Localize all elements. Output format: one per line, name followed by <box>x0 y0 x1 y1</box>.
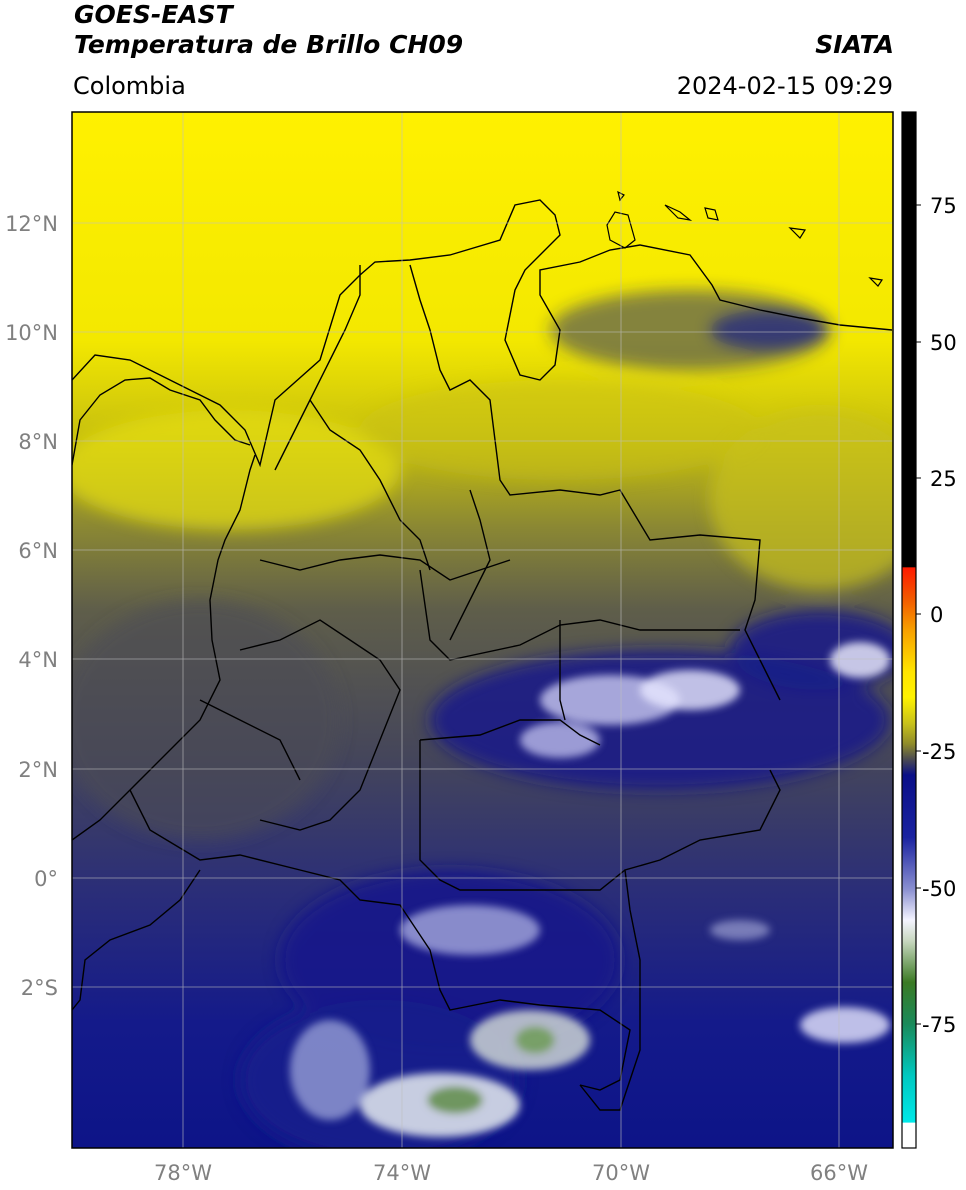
lat-label: 2°N <box>18 758 58 782</box>
brightness-temperature-field <box>72 112 893 1148</box>
lat-label: 10°N <box>5 321 58 345</box>
colorbar-tick: -75 <box>922 1013 956 1037</box>
satellite-title: GOES-EAST <box>74 0 233 29</box>
colorbar-tick: 50 <box>930 331 957 355</box>
colorbar-tick: 25 <box>930 467 957 491</box>
lat-label: 4°N <box>18 648 58 672</box>
colorbar-tick: 75 <box>930 194 957 218</box>
product-title: Temperatura de Brillo CH09 <box>74 30 464 59</box>
lat-label: 8°N <box>18 430 58 454</box>
datetime-label: 2024-02-15 09:29 <box>676 72 893 100</box>
colorbar-tick: -25 <box>922 740 956 764</box>
agency-title: SIATA <box>815 30 894 59</box>
lon-label: 78°W <box>154 1161 212 1185</box>
latitude-labels: 12°N 10°N 8°N 6°N 4°N 2°N 0° 2°S <box>5 212 58 1000</box>
region-label: Colombia <box>73 72 186 100</box>
lat-label: 0° <box>34 867 58 891</box>
lat-label: 2°S <box>21 976 58 1000</box>
lon-label: 70°W <box>592 1161 650 1185</box>
map-frame <box>71 111 894 1149</box>
lon-label: 66°W <box>810 1161 868 1185</box>
longitude-labels: 78°W 74°W 70°W 66°W <box>154 1161 868 1185</box>
lat-label: 6°N <box>18 539 58 563</box>
colorbar: 75 50 25 0 -25 -50 -75 <box>901 111 957 1149</box>
graticule <box>72 112 893 1148</box>
colorbar-gradient <box>902 112 916 1148</box>
colorbar-tick: 0 <box>930 603 943 627</box>
country-borders <box>72 199 893 1111</box>
lon-label: 74°W <box>373 1161 431 1185</box>
colorbar-tick: -50 <box>922 877 956 901</box>
lat-label: 12°N <box>5 212 58 236</box>
